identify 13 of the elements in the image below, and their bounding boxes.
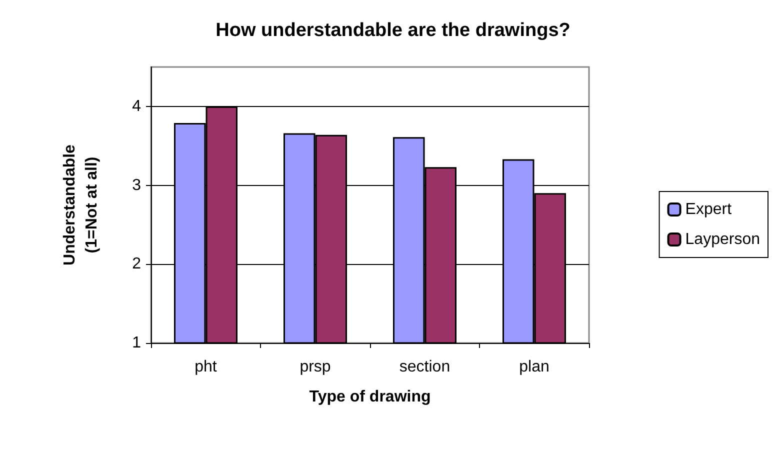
- y-axis-title: Understandable (1=Not at all): [62, 144, 100, 266]
- y-tick-label: 2: [132, 256, 142, 273]
- y-tick-label: 1: [132, 334, 142, 352]
- x-tick-label: pht: [194, 358, 218, 376]
- x-tick-label: plan: [519, 358, 550, 376]
- legend-label: Layperson: [685, 231, 760, 248]
- y-tick-label: 3: [132, 176, 142, 194]
- x-axis-title: Type of drawing: [309, 388, 431, 406]
- chart-title: How understandable are the drawings?: [216, 20, 570, 41]
- legend-label: Expert: [685, 201, 732, 218]
- x-tick-label: section: [399, 358, 450, 376]
- y-tick-label: 4: [132, 98, 142, 115]
- x-tick-label: prsp: [300, 358, 331, 376]
